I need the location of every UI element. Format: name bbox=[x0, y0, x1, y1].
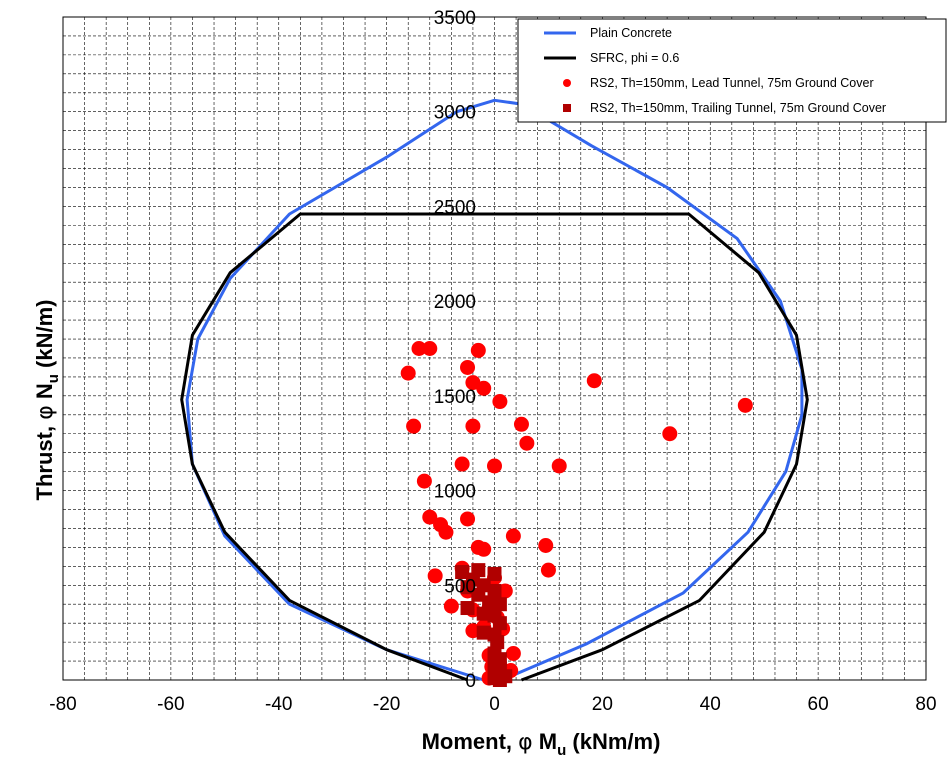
legend-trail-marker bbox=[563, 104, 571, 112]
legend-sfrc-label: SFRC, phi = 0.6 bbox=[590, 51, 679, 65]
trailing-tunnel-point bbox=[476, 606, 491, 621]
trailing-tunnel-point bbox=[476, 625, 491, 640]
x-tick-label: 0 bbox=[489, 694, 500, 715]
trailing-tunnel-point bbox=[476, 578, 491, 593]
lead-tunnel-point bbox=[662, 426, 678, 442]
x-tick-label: 60 bbox=[808, 694, 829, 715]
lead-tunnel-point bbox=[492, 394, 508, 410]
lead-tunnel-point bbox=[465, 418, 481, 434]
lead-tunnel-point bbox=[406, 418, 422, 434]
lead-tunnel-point bbox=[460, 359, 476, 375]
y-tick-label: 500 bbox=[444, 576, 476, 597]
x-tick-label: -80 bbox=[49, 694, 76, 715]
y-tick-label: 1500 bbox=[434, 387, 476, 408]
legend-lead-label: RS2, Th=150mm, Lead Tunnel, 75m Ground C… bbox=[590, 76, 874, 90]
legend: Plain Concrete SFRC, phi = 0.6 RS2, Th=1… bbox=[517, 18, 947, 123]
legend-trail-label: RS2, Th=150mm, Trailing Tunnel, 75m Grou… bbox=[590, 101, 886, 115]
legend-plain-label: Plain Concrete bbox=[590, 26, 672, 40]
y-axis-title: Thrust, φ Nu (kN/m) bbox=[32, 300, 62, 501]
data-markers bbox=[400, 341, 753, 687]
y-tick-label: 3500 bbox=[434, 8, 476, 29]
lead-tunnel-point bbox=[400, 365, 416, 381]
trailing-tunnel-point bbox=[460, 580, 475, 595]
lead-tunnel-point bbox=[586, 373, 602, 389]
x-tick-label: -60 bbox=[157, 694, 184, 715]
lead-tunnel-point bbox=[497, 583, 513, 599]
lead-tunnel-point bbox=[438, 524, 454, 540]
legend-lead-marker bbox=[563, 79, 571, 87]
y-tick-label: 0 bbox=[465, 671, 476, 692]
lead-tunnel-point bbox=[513, 416, 529, 432]
lead-tunnel-point bbox=[443, 598, 459, 614]
lead-tunnel-point bbox=[422, 341, 438, 356]
x-tick-label: 80 bbox=[915, 694, 936, 715]
y-tick-label: 3000 bbox=[434, 103, 476, 124]
lead-tunnel-point bbox=[505, 528, 521, 544]
tick-labels: -80 -60 -40 -20 0 20 40 60 80 0 500 1000 1500 2000 250… bbox=[49, 8, 936, 715]
trailing-tunnel-point bbox=[487, 566, 502, 581]
lead-tunnel-point bbox=[470, 342, 486, 358]
trailing-tunnel-point bbox=[492, 616, 507, 631]
trailing-tunnel-point bbox=[490, 635, 505, 650]
trailing-tunnel-point bbox=[487, 583, 502, 598]
lead-tunnel-point bbox=[519, 435, 535, 451]
x-tick-label: -20 bbox=[373, 694, 400, 715]
lead-tunnel-point bbox=[540, 562, 556, 578]
lead-tunnel-point bbox=[538, 538, 554, 554]
x-tick-label: -40 bbox=[265, 694, 292, 715]
trailing-tunnel-point bbox=[455, 565, 470, 580]
lead-tunnel-point bbox=[411, 341, 427, 356]
legend-box bbox=[517, 18, 947, 123]
y-tick-label: 2500 bbox=[434, 197, 476, 218]
lead-tunnel-point bbox=[427, 568, 443, 584]
y-tick-label: 1000 bbox=[434, 482, 476, 503]
lead-tunnel-point bbox=[460, 511, 476, 527]
lead-tunnel-point bbox=[737, 397, 753, 413]
lead-tunnel-point bbox=[416, 473, 432, 489]
y-tick-label: 2000 bbox=[434, 292, 476, 313]
sfrc-curve bbox=[180, 212, 809, 682]
x-axis-title: Moment, φ Mu (kNm/m) bbox=[422, 729, 661, 759]
trailing-tunnel-point bbox=[460, 601, 475, 616]
lead-tunnel-point bbox=[454, 456, 470, 472]
lead-tunnel-point bbox=[487, 458, 502, 474]
lead-tunnel-point bbox=[476, 541, 492, 557]
x-tick-label: 40 bbox=[700, 694, 721, 715]
lead-tunnel-point bbox=[505, 645, 521, 661]
lead-tunnel-point bbox=[551, 458, 567, 474]
x-tick-label: 20 bbox=[592, 694, 613, 715]
lead-tunnel-point bbox=[422, 509, 438, 525]
lead-tunnel-point bbox=[476, 380, 492, 396]
trailing-tunnel-point bbox=[498, 669, 513, 684]
trailing-tunnel-point bbox=[482, 595, 497, 610]
trailing-tunnel-point bbox=[492, 597, 507, 612]
